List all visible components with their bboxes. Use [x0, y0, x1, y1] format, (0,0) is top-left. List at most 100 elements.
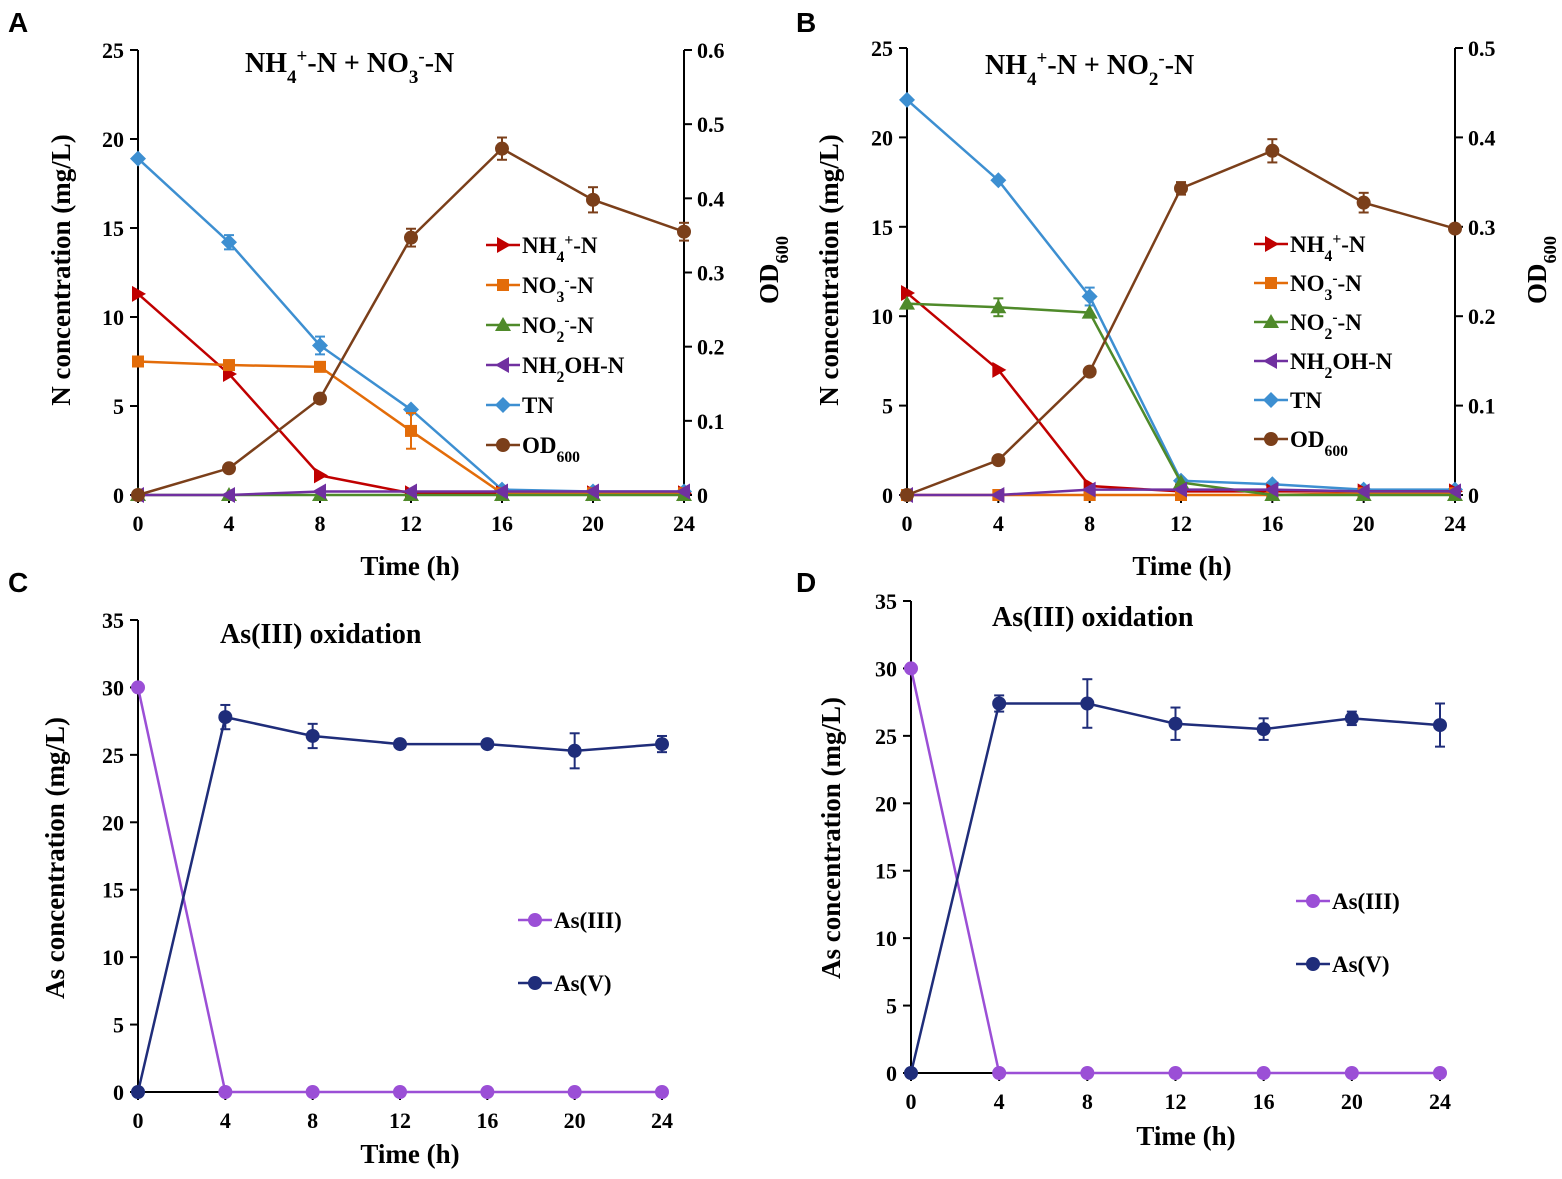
y-tick-label: 25: [871, 36, 893, 61]
x-tick-label: 12: [1165, 1089, 1187, 1114]
x-axis-label: Time (h): [360, 551, 459, 581]
legend-label-tn-part: TN: [522, 393, 554, 418]
data-point-nh2oh: [1173, 481, 1187, 498]
y2-tick-label: 0.6: [697, 38, 725, 63]
chart-title-part: NH: [245, 48, 287, 79]
x-tick-label: 16: [1253, 1089, 1275, 1114]
data-point-as5: [904, 1066, 918, 1080]
y-axis-label: N concentration (mg/L): [814, 134, 844, 405]
y2-axis-label: OD600: [754, 236, 792, 304]
legend-label-nh2oh-part: 2: [1325, 365, 1333, 382]
legend-label-tn: TN: [1290, 388, 1322, 413]
y2-axis-label-part: 600: [1540, 236, 1560, 264]
y2-axis-label-part: OD: [754, 264, 784, 305]
chart-title-part: 4: [287, 67, 297, 88]
data-point-tn: [130, 150, 146, 167]
y-axis-label: As concentration (mg/L): [40, 717, 70, 999]
data-point-nh2oh: [403, 483, 417, 500]
x-axis-label: Time (h): [360, 1139, 459, 1169]
data-point-as3: [992, 1066, 1007, 1080]
legend-label-od-part: 600: [557, 449, 581, 466]
series-as5: [131, 703, 669, 1099]
series-od: [900, 138, 1462, 502]
data-point-no3: [132, 355, 144, 368]
y-tick-label: 0: [113, 483, 124, 508]
y-tick-label: 5: [886, 994, 897, 1019]
x-axis-label: Time (h): [1132, 551, 1231, 581]
y-axis-label: As concentration (mg/L): [816, 697, 846, 979]
x-tick-label: 4: [224, 511, 235, 536]
panel-letter: C: [8, 567, 28, 598]
series-line-as5: [136, 715, 663, 1093]
data-point-no2: [990, 299, 1007, 314]
y-tick-label: 5: [882, 394, 893, 419]
x-tick-label: 4: [220, 1108, 231, 1133]
y2-tick-label: 0.3: [1468, 215, 1496, 240]
data-point-as3: [305, 1085, 320, 1099]
y-axis-label: N concentration (mg/L): [46, 134, 76, 405]
panel-letter: A: [8, 7, 28, 38]
data-point-as3: [131, 680, 145, 695]
legend-label-no3: NO3--N: [1290, 270, 1362, 304]
x-tick-label: 0: [906, 1089, 917, 1114]
data-point-no2: [1081, 304, 1098, 319]
chart-title-part: -: [1158, 48, 1164, 69]
legend-label-no2-part: -: [1332, 309, 1337, 326]
legend: As(III) As(V): [518, 908, 622, 996]
series-nh4: [132, 285, 692, 502]
legend-label-no2-part: -N: [570, 313, 595, 338]
panel-a: A 0 5 10 15 20 25 0 0.1 0.2 0.3 0.4 0.5 0.6 0 4 8 12 16 20 2…: [8, 7, 792, 581]
data-point-od: [1448, 221, 1462, 236]
legend: As(III) As(V): [1296, 889, 1400, 977]
y-tick-label: 20: [102, 810, 124, 835]
data-point-nh4: [314, 467, 328, 484]
chart-title-part: -: [418, 46, 424, 67]
legend-label-no3-part: -: [1332, 270, 1337, 287]
chart-title-part: -N + NO: [307, 48, 409, 79]
data-point-as5: [567, 743, 582, 758]
legend-marker-no2: [1263, 314, 1279, 328]
data-point-nh2oh: [221, 487, 235, 503]
chart-title-part: 4: [1027, 69, 1037, 90]
legend-label-no2-part: NO: [522, 313, 557, 338]
series-line-nh4: [137, 292, 684, 495]
y-tick-label: 20: [102, 127, 124, 152]
data-point-as3: [567, 1085, 582, 1099]
legend-label-as5-part: As(V): [1332, 952, 1390, 977]
data-point-as3: [1080, 1066, 1095, 1080]
legend-label-no2: NO2--N: [522, 312, 594, 346]
data-point-nh4: [901, 284, 915, 301]
data-point-no3: [223, 359, 235, 372]
series-tn: [899, 91, 1463, 498]
legend-marker-tn: [495, 397, 511, 413]
legend-label-tn: TN: [522, 393, 554, 418]
data-point-as5: [1080, 696, 1095, 711]
y-tick-label: 10: [871, 304, 893, 329]
panel-letter: B: [796, 7, 816, 38]
x-tick-label: 0: [133, 511, 144, 536]
legend-label-no2: NO2--N: [1290, 309, 1362, 343]
y-tick-label: 25: [102, 743, 124, 768]
data-point-as3: [1168, 1066, 1183, 1080]
legend-label-od-part: OD: [522, 433, 557, 458]
y-tick-label: 20: [871, 125, 893, 150]
legend-label-od-part: 600: [1325, 443, 1349, 460]
data-point-as5: [992, 696, 1007, 711]
legend-label-as3-part: As(III): [554, 908, 622, 933]
data-point-as3: [480, 1085, 495, 1099]
panel-letter: D: [796, 567, 816, 598]
y-tick-label: 10: [102, 945, 124, 970]
y2-tick-label: 0.2: [697, 335, 725, 360]
data-point-no3: [314, 360, 326, 373]
x-tick-label: 16: [491, 511, 513, 536]
y-tick-label: 20: [875, 791, 897, 816]
y2-tick-label: 0.1: [697, 409, 725, 434]
legend-label-nh2oh-part: OH-N: [564, 353, 624, 378]
y-tick-label: 30: [875, 656, 897, 681]
x-tick-label: 8: [1082, 1089, 1093, 1114]
data-point-tn: [312, 337, 328, 354]
legend-label-nh4: NH4+-N: [1290, 231, 1366, 265]
data-point-as3: [393, 1085, 407, 1099]
legend-label-nh4-part: NH: [1290, 232, 1325, 257]
